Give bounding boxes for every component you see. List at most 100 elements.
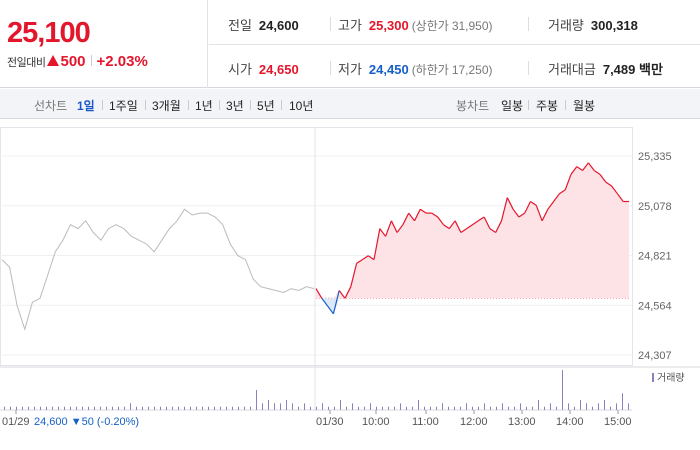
low-label: 저가 [338,62,362,77]
volume-bar [562,370,563,410]
volume-bar [220,406,221,410]
x-tick-label: 01/29 [2,416,30,428]
volume-bar [442,403,443,410]
volume-bar [238,406,239,410]
volume-bar [202,406,203,410]
high-value: 25,300 [368,18,409,33]
period-3-month-button[interactable]: 3개월 [152,99,181,113]
today-price-segment [483,216,491,229]
lower-limit-value: 17,250) [451,63,493,77]
volume-bar [538,400,539,410]
x-tick-label: 10:00 [362,416,390,428]
volume-bar [76,406,77,410]
today-price-segment [350,263,358,287]
volume-bar [568,403,569,410]
prev-day-change-rate: (-0.20%) [97,416,139,428]
period-bar: 선차트 1일 1주일 3개월 1년 3년 5년 10년 봉차트 일봉 주봉 월봉 [0,89,700,119]
volume-bar [208,406,209,410]
volume-bar [580,400,581,410]
volume-label: 거래량 [548,18,584,33]
lower-limit-label: (하한가 [411,63,449,77]
today-price-segment [362,255,369,261]
volume-bar [544,406,545,410]
volume-bar [550,403,551,410]
x-tick-label: 01/30 [316,416,344,428]
x-tick-label: 11:00 [412,416,439,428]
volume-bar [112,406,113,410]
divider [281,100,282,110]
volume-bar [4,406,5,410]
period-10-year-button[interactable]: 10년 [289,99,314,113]
today-price-segment [332,290,340,314]
monthly-candle-button[interactable]: 월봉 [573,99,596,113]
volume-bar [304,403,305,410]
volume-bar [10,406,11,410]
today-price-segment [530,201,537,206]
today-price-segment [344,286,352,299]
today-price-segment [495,220,503,233]
divider [528,61,529,75]
x-tick-label: 15:00 [604,416,632,428]
period-3-year-button[interactable]: 3년 [226,99,244,113]
daily-candle-button[interactable]: 일봉 [501,99,524,113]
today-price-segment [448,220,456,229]
volume-bar [160,406,161,410]
today-price-segment [489,228,497,233]
divider [188,100,189,110]
today-price-segment [327,305,334,315]
volume-bar [598,403,599,410]
volume-bar [622,393,623,410]
volume-bar [328,406,329,410]
today-price-segment [553,193,560,202]
volume-bar [118,406,119,410]
volume-bar [70,406,71,410]
volume-bar [52,406,53,410]
divider [330,61,331,75]
volume-bar [406,406,407,410]
volume-bar [364,406,365,410]
period-1-week-button[interactable]: 1주일 [109,99,138,113]
period-1-day-button[interactable]: 1일 [77,99,95,113]
y-tick-label: 24,821 [638,251,672,263]
low-value: 24,450 [368,62,409,77]
volume-bar [88,406,89,410]
period-1-year-button[interactable]: 1년 [195,99,213,113]
y-tick-label: 24,564 [638,300,672,312]
plot-frame [0,127,633,366]
upper-limit-value: 31,950) [451,19,493,33]
volume-bar [172,406,173,410]
prev-close-value: 24,600 [258,18,299,33]
volume-bar [298,406,299,410]
divider [219,100,220,110]
volume-bar [490,406,491,410]
volume-bar [148,406,149,410]
y-tick-label: 24,307 [638,350,672,362]
volume-bar [382,406,383,410]
open-value: 24,650 [258,62,299,77]
weekly-candle-button[interactable]: 주봉 [536,99,559,113]
volume-bar [124,406,125,410]
volume-bar [40,406,41,410]
volume-bar [154,406,155,410]
today-price-segment [356,259,363,264]
period-5-year-button[interactable]: 5년 [257,99,275,113]
divider [102,100,103,110]
volume-legend-label: 거래량 [657,372,685,384]
prev-day-price-line [1,208,315,332]
volume-bar [196,406,197,410]
today-price-segment [460,228,468,233]
line-chart-label: 선차트 [34,99,68,113]
volume-bar [322,403,323,410]
x-tick-label: 13:00 [508,416,536,428]
up-area-fill [316,162,629,299]
price-summary: 25,100 전일대비 500 +2.03% 전일 24,600 고가 25,300 (상… [0,0,700,88]
volume-bar [394,406,395,410]
open-stat: 시가 24,650 [228,59,299,78]
volume-legend-swatch [652,373,654,382]
today-price-segment [611,185,618,195]
volume-bar [448,406,449,410]
volume-bar [586,403,587,410]
volume-bar [166,406,167,410]
prev-close-stat: 전일 24,600 [228,15,299,34]
